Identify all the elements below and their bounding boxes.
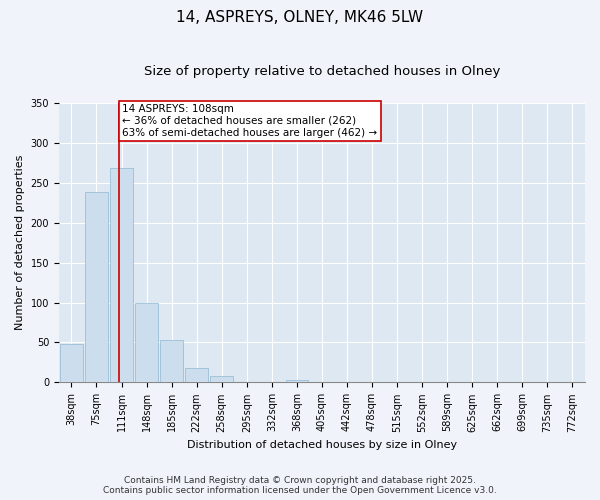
Y-axis label: Number of detached properties: Number of detached properties xyxy=(15,155,25,330)
Bar xyxy=(136,302,158,382)
Bar xyxy=(211,376,233,382)
Text: 14 ASPREYS: 108sqm
← 36% of detached houses are smaller (262)
63% of semi-detach: 14 ASPREYS: 108sqm ← 36% of detached hou… xyxy=(122,104,377,138)
Bar xyxy=(185,368,208,382)
Title: Size of property relative to detached houses in Olney: Size of property relative to detached ho… xyxy=(144,65,500,78)
Bar xyxy=(160,340,183,382)
Bar xyxy=(286,380,308,382)
Bar xyxy=(60,344,83,383)
Bar xyxy=(110,168,133,382)
Text: Contains HM Land Registry data © Crown copyright and database right 2025.
Contai: Contains HM Land Registry data © Crown c… xyxy=(103,476,497,495)
Text: 14, ASPREYS, OLNEY, MK46 5LW: 14, ASPREYS, OLNEY, MK46 5LW xyxy=(176,10,424,25)
Bar xyxy=(85,192,108,382)
X-axis label: Distribution of detached houses by size in Olney: Distribution of detached houses by size … xyxy=(187,440,457,450)
